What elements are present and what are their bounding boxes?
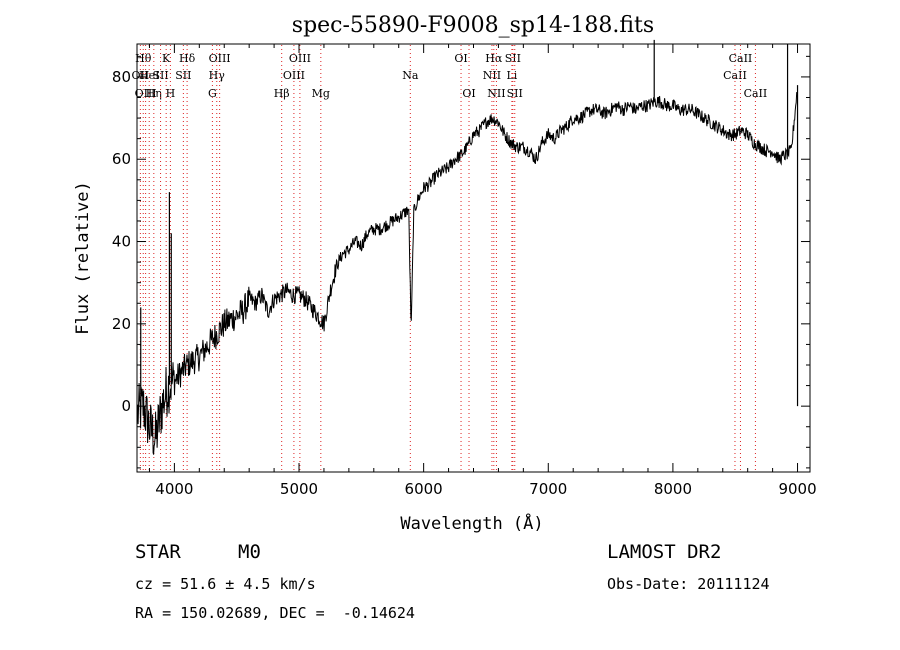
spectrum-line (137, 91, 798, 455)
line-label-18: OI (454, 52, 467, 65)
line-label-21: Hα (485, 52, 503, 65)
line-label-0: OII (132, 69, 150, 82)
y-axis-label: Flux (relative) (73, 181, 93, 335)
line-label-11: Hγ (209, 69, 226, 82)
line-label-9: Hδ (179, 52, 196, 65)
x-tick-label-1: 5000 (280, 480, 318, 498)
redshift-cz: cz = 51.6 ± 4.5 km/s (135, 575, 316, 593)
axis-ticks: 4000 5000 6000 7000 8000 9000 0 20 40 60 80 (112, 44, 817, 498)
line-label-2: OIII (135, 87, 157, 100)
object-class: STAR (135, 541, 181, 563)
x-tick-label-5: 9000 (778, 480, 816, 498)
y-tick-label-4: 80 (112, 68, 131, 86)
y-tick-label-3: 60 (112, 150, 131, 168)
line-label-1: Hθ (135, 52, 152, 65)
line-label-23: Li (506, 69, 517, 82)
line-label-17: Na (402, 69, 419, 82)
y-tick-label-0: 0 (121, 397, 131, 415)
x-tick-label-0: 4000 (155, 480, 193, 498)
x-tick-label-4: 8000 (654, 480, 692, 498)
line-label-12: OIII (209, 52, 231, 65)
coordinates: RA = 150.02689, DEC = -0.14624 (135, 604, 415, 622)
observation-date: Obs-Date: 20111124 (607, 575, 770, 593)
plot-frame (136, 43, 811, 473)
object-subclass: M0 (238, 541, 261, 563)
line-label-7: H (166, 87, 176, 100)
series-group (137, 39, 799, 455)
x-tick-label-2: 6000 (405, 480, 443, 498)
line-label-15: OIII (289, 52, 311, 65)
line-label-24: SII (505, 52, 521, 65)
emission-line-markers: OII Hθ OIII HeI Hη SII K H SII Hδ G Hγ OIII Hβ OIII OII… (132, 45, 768, 471)
line-label-19: OI (462, 87, 475, 100)
line-label-4: Hη (146, 87, 162, 100)
line-label-3: HeI (139, 69, 159, 82)
line-label-6: K (162, 52, 171, 65)
line-label-26: CaII (723, 69, 747, 82)
line-label-14: OIII (283, 69, 305, 82)
chart-title: spec-55890-F9008_sp14-188.fits (292, 13, 654, 38)
survey-name: LAMOST DR2 (607, 541, 722, 563)
line-label-16: Mg (312, 87, 330, 100)
spectrum-chart: spec-55890-F9008_sp14-188.fits OII Hθ OIII… (73, 13, 817, 534)
line-label-25: SII (507, 87, 523, 100)
line-label-20: NII (483, 69, 501, 82)
line-label-5: SII (152, 69, 168, 82)
line-label-8: SII (175, 69, 191, 82)
y-tick-label-2: 40 (112, 233, 131, 251)
line-label-22: NII (487, 87, 505, 100)
y-tick-label-1: 20 (112, 315, 131, 333)
x-tick-label-3: 7000 (529, 480, 567, 498)
line-label-10: G (208, 87, 217, 100)
line-label-27: CaII (729, 52, 753, 65)
line-label-13: Hβ (274, 87, 290, 100)
line-label-28: CaII (744, 87, 768, 100)
x-axis-label: Wavelength (Å) (400, 512, 543, 534)
